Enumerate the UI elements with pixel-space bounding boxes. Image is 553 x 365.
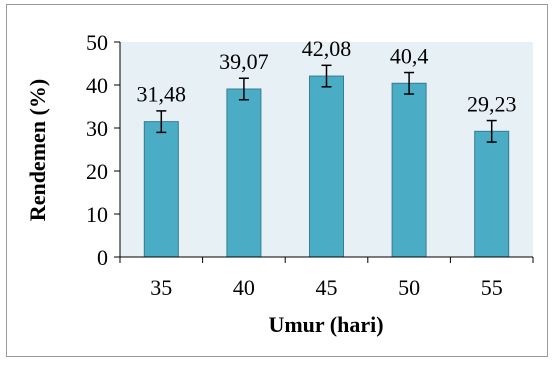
data-label: 31,48: [137, 82, 187, 107]
errorbars-layer: [156, 64, 497, 143]
bar: [309, 75, 344, 258]
x-tick-label: 55: [481, 275, 503, 300]
y-tick-label: 30: [86, 116, 108, 141]
y-tick-label: 10: [86, 202, 108, 227]
bars-layer: [143, 75, 510, 258]
data-labels-layer: 31,48 39,07 42,08 40,4 29,23: [137, 36, 517, 116]
error-bar: [238, 77, 249, 101]
y-ticks-layer: 0 10 20 30 40 50: [86, 30, 120, 270]
x-axis-title: Umur (hari): [268, 312, 383, 337]
error-bar: [404, 71, 415, 95]
error-bar: [486, 119, 497, 143]
bar: [143, 121, 179, 258]
data-label: 29,23: [467, 91, 517, 116]
x-ticks-layer: 35 40 45 50 55: [119, 257, 534, 300]
data-label: 39,07: [219, 49, 269, 74]
bar: [391, 82, 427, 258]
x-tick-label: 50: [398, 275, 420, 300]
y-tick-label: 50: [86, 30, 108, 55]
error-bar: [321, 64, 332, 88]
error-bar: [156, 110, 167, 134]
data-label: 40,4: [390, 43, 429, 68]
x-tick-label: 35: [150, 275, 172, 300]
data-label: 42,08: [302, 36, 352, 61]
x-tick-label: 45: [316, 275, 338, 300]
bar: [226, 88, 262, 258]
y-axis-title: Rendemen (%): [25, 79, 50, 221]
y-tick-label: 40: [86, 73, 108, 98]
y-tick-label: 20: [86, 159, 108, 184]
bar: [474, 130, 510, 258]
x-tick-label: 40: [233, 275, 255, 300]
y-tick-label: 0: [97, 245, 108, 270]
